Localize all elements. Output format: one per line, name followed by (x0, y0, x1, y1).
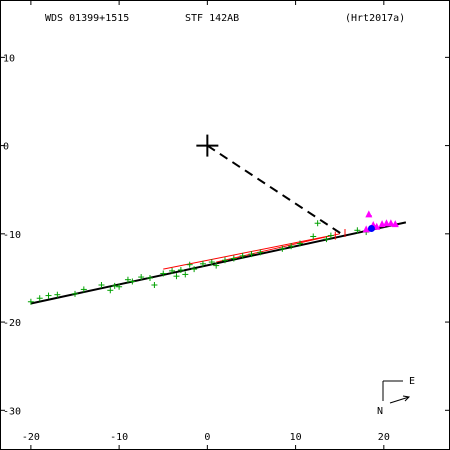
motion-arrow-head (402, 395, 411, 402)
primary-star-group (196, 134, 219, 157)
micrometer-point (124, 276, 131, 283)
interferometric-residual (368, 213, 373, 217)
axis-tick-labels: -20 -10 0 10 20 10 0 -10 -20 -30 (3, 53, 390, 443)
compass-north-label: N (377, 406, 383, 417)
compass-east-label: E (409, 376, 415, 387)
current-position-dot (367, 225, 375, 233)
interferometric-residual (376, 226, 380, 229)
y-tick-label: -10 (3, 230, 21, 241)
micrometer-point (191, 266, 198, 273)
micrometer-point (222, 257, 228, 264)
compass: E N (377, 376, 415, 417)
residual-line (163, 235, 331, 270)
micrometer-point (354, 227, 361, 234)
micrometer-point (45, 292, 52, 299)
y-tick-label: -20 (3, 318, 21, 329)
micrometer-point (279, 245, 286, 252)
micrometer-point (54, 291, 61, 298)
y-tick-label: 0 (3, 142, 9, 153)
micrometer-points (27, 220, 370, 305)
y-tick-label: 10 (3, 53, 15, 64)
micrometer-point (199, 260, 206, 267)
motion-arrow-shaft (389, 396, 410, 404)
micrometer-point (169, 267, 176, 274)
micrometer-point (208, 259, 215, 266)
micrometer-point (147, 274, 153, 281)
x-tick-label: 20 (378, 432, 390, 443)
micrometer-point (98, 282, 105, 288)
micrometer-point (239, 252, 246, 259)
micrometer-point (160, 270, 167, 277)
x-tick-label: 0 (204, 432, 210, 443)
micrometer-point (116, 283, 123, 290)
x-tick-label: 10 (290, 432, 302, 443)
discoverer-label: STF 142AB (185, 13, 239, 24)
orbit-line (30, 221, 407, 305)
orbit-line-group (30, 221, 407, 305)
micrometer-point (310, 233, 317, 240)
residual-lines (163, 233, 340, 270)
x-tick-label: -20 (22, 432, 40, 443)
micrometer-point (138, 274, 145, 281)
micrometer-point (257, 249, 264, 256)
micrometer-point (80, 286, 87, 293)
micrometer-point (186, 261, 193, 268)
micrometer-point (213, 262, 220, 269)
micrometer-point (230, 255, 237, 262)
interferometric-residual (365, 228, 370, 232)
line-of-nodes-group (206, 144, 346, 240)
residual-line (216, 233, 340, 263)
interferometric-residual (395, 223, 399, 227)
micrometer-point (27, 298, 34, 305)
micrometer-point (177, 267, 184, 273)
micrometer-point (36, 295, 43, 302)
micrometer-point (314, 220, 321, 227)
orbit-reference-label: (Hrt2017a) (345, 13, 405, 24)
micrometer-point (182, 271, 189, 278)
y-tick-label: -30 (3, 406, 21, 417)
micrometer-point (288, 243, 295, 250)
wds-id-label: WDS 01399+1515 (45, 13, 129, 24)
x-tick-label: -10 (110, 432, 128, 443)
micrometer-point (72, 290, 78, 297)
current-position-group (367, 225, 375, 233)
line-of-nodes (206, 144, 343, 235)
micrometer-point (173, 273, 180, 280)
micrometer-point (297, 240, 303, 247)
micrometer-point (327, 232, 334, 239)
micrometer-point (129, 278, 136, 285)
micrometer-point (107, 287, 114, 294)
micrometer-point (151, 282, 158, 288)
micrometer-point (248, 251, 255, 258)
micrometer-point (323, 236, 330, 243)
micrometer-point (111, 282, 118, 289)
